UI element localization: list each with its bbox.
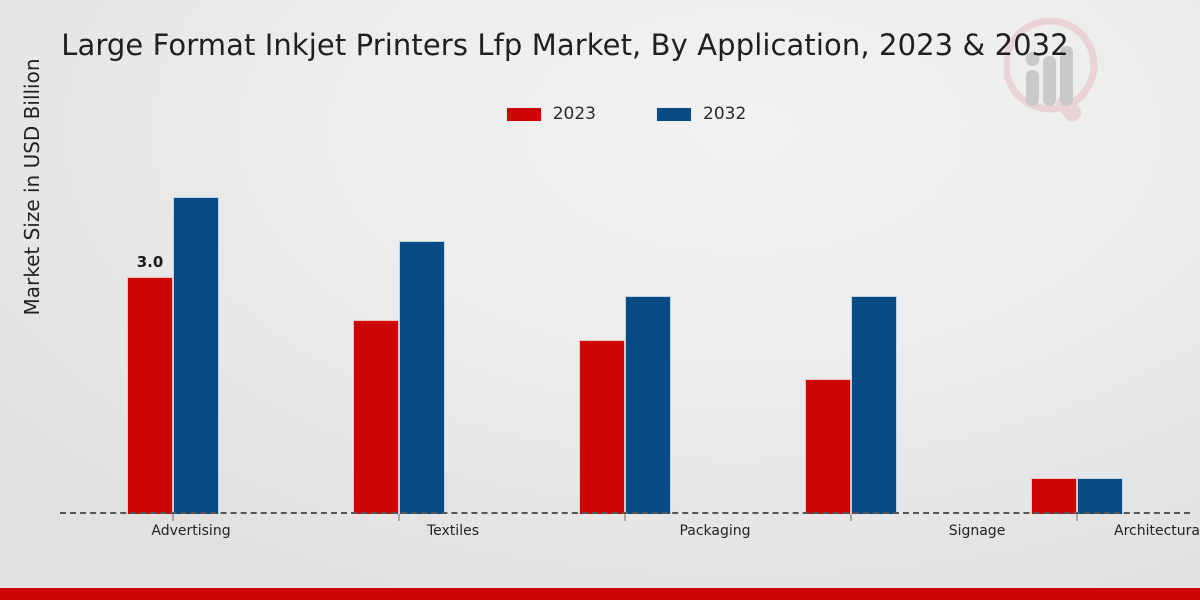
x-axis-tick <box>850 514 852 521</box>
bar-group <box>738 150 964 521</box>
bar-2023-textiles[interactable] <box>353 320 399 514</box>
bar-group <box>964 150 1190 521</box>
bar-group <box>286 150 512 521</box>
x-axis-tick <box>172 514 174 521</box>
bar-group <box>512 150 738 521</box>
bar-pair <box>805 296 897 514</box>
bar-group: 3.0 <box>60 150 286 521</box>
chart-title: Large Format Inkjet Printers Lfp Market,… <box>61 28 1069 62</box>
bar-2032-architectural[interactable] <box>1077 478 1123 514</box>
x-axis-tick <box>624 514 626 521</box>
x-axis-tick <box>1076 514 1078 521</box>
x-axis-tick-label-advertising: Advertising <box>151 523 231 539</box>
legend-swatch-2023 <box>505 106 542 122</box>
bar-pair <box>579 296 671 514</box>
bar-pair <box>1031 478 1123 514</box>
x-axis-tick-label-packaging: Packaging <box>679 523 751 539</box>
x-axis-tick <box>398 514 400 521</box>
bar-pair: 3.0 <box>127 197 219 514</box>
bar-2023-advertising[interactable] <box>127 277 173 514</box>
bar-2032-signage[interactable] <box>851 296 897 514</box>
footer-accent-strip <box>0 588 1200 600</box>
x-axis-baseline <box>60 512 1190 514</box>
x-axis-tick-labels: Advertising Textiles Packaging Signage Archi… <box>60 522 1200 541</box>
bar-2032-advertising[interactable] <box>173 197 219 514</box>
plot-area: 3.0 <box>60 150 1190 521</box>
legend-item-2032[interactable]: 2032 <box>656 104 746 124</box>
x-axis-tick-label-signage: Signage <box>948 523 1006 539</box>
y-axis-title: Market Size in USD Billion <box>20 58 44 316</box>
bar-2023-packaging[interactable] <box>579 340 625 514</box>
bar-2023-signage[interactable] <box>805 379 851 514</box>
bar-value-label: 3.0 <box>136 253 164 271</box>
bar-2032-textiles[interactable] <box>399 241 445 514</box>
x-axis-tick-label-textiles: Textiles <box>426 523 479 539</box>
bar-2032-packaging[interactable] <box>625 296 671 514</box>
legend-swatch-2032 <box>656 106 692 122</box>
legend-label-2032: 2032 <box>703 104 747 124</box>
legend-label-2023: 2023 <box>552 104 596 124</box>
bar-pair <box>353 241 445 514</box>
x-axis-tick-label-architectural: Architectural <box>1114 523 1200 539</box>
legend-item-2023[interactable]: 2023 <box>505 104 596 124</box>
bar-groups: 3.0 <box>60 150 1190 521</box>
chart-legend: 2023 2032 <box>0 104 1200 124</box>
bar-2023-architectural[interactable] <box>1031 478 1077 514</box>
